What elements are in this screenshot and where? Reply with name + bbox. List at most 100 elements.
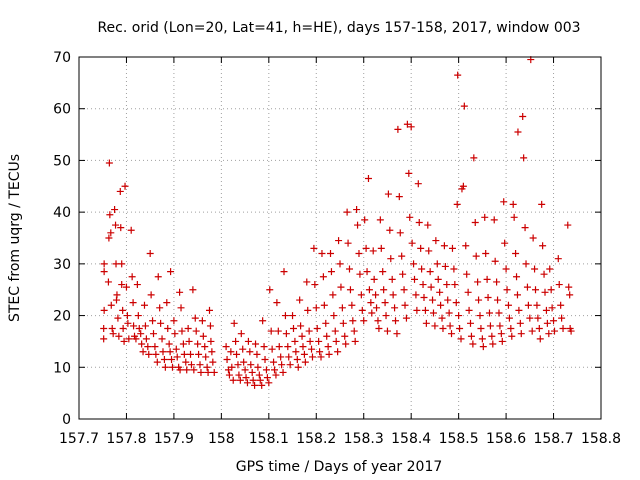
data-point — [233, 350, 241, 358]
data-point — [372, 291, 380, 299]
data-point — [286, 361, 294, 369]
data-point — [493, 278, 501, 286]
data-point — [524, 301, 532, 309]
data-point — [502, 265, 510, 273]
data-point — [538, 200, 546, 208]
data-point — [160, 356, 168, 364]
data-point — [545, 330, 553, 338]
data-point — [132, 335, 140, 343]
x-tick-label: 158.1 — [249, 431, 289, 447]
data-point — [489, 340, 497, 348]
data-point — [414, 180, 422, 188]
data-point — [337, 283, 345, 291]
data-point — [137, 330, 145, 338]
data-point — [227, 348, 235, 356]
data-point — [462, 242, 470, 250]
data-point — [246, 348, 254, 356]
data-point — [266, 286, 274, 294]
data-point — [357, 291, 365, 299]
data-point — [100, 268, 108, 276]
data-point — [179, 340, 187, 348]
data-point — [471, 218, 479, 226]
data-point — [150, 330, 158, 338]
data-point — [507, 325, 515, 332]
data-point — [210, 368, 218, 376]
data-point — [441, 262, 449, 270]
data-point — [389, 291, 397, 299]
data-point — [255, 371, 263, 379]
data-point — [332, 337, 340, 345]
data-point — [360, 317, 368, 325]
data-point — [151, 343, 159, 351]
data-point — [526, 314, 534, 322]
data-point — [413, 306, 421, 314]
data-point — [467, 332, 475, 340]
data-point — [271, 366, 279, 374]
data-point — [209, 358, 217, 366]
data-point — [265, 379, 273, 387]
data-point — [459, 182, 467, 190]
data-point — [230, 319, 238, 327]
data-point — [383, 327, 391, 335]
data-point — [425, 247, 433, 255]
data-point — [270, 358, 278, 366]
data-point — [154, 273, 162, 281]
data-point — [282, 330, 290, 338]
data-point — [294, 363, 302, 371]
data-point — [476, 312, 484, 320]
data-point — [408, 239, 416, 247]
data-point — [387, 255, 395, 263]
data-point — [532, 286, 540, 294]
data-point — [308, 345, 316, 353]
data-point — [415, 218, 423, 226]
data-point — [478, 335, 486, 343]
data-point — [368, 309, 376, 317]
data-point — [229, 376, 237, 384]
data-point — [503, 286, 511, 294]
data-point — [407, 123, 415, 131]
data-point — [548, 304, 556, 312]
data-point — [540, 270, 548, 278]
data-point — [144, 343, 152, 351]
data-point — [358, 306, 366, 314]
data-point — [410, 260, 418, 268]
data-point — [379, 268, 387, 276]
data-point — [486, 322, 494, 330]
data-point — [312, 304, 320, 312]
data-point — [248, 368, 256, 376]
data-point — [432, 237, 440, 245]
data-point — [491, 257, 499, 265]
data-point — [426, 268, 434, 276]
data-point — [308, 353, 316, 361]
data-point — [293, 356, 301, 364]
data-point — [135, 325, 143, 332]
data-point — [550, 327, 558, 335]
data-point — [509, 200, 517, 208]
x-tick-label: 157.8 — [106, 431, 146, 447]
y-tick-label: 20 — [53, 309, 71, 325]
y-tick-label: 40 — [53, 205, 71, 221]
data-point — [475, 296, 483, 304]
x-tick-label: 158.5 — [439, 431, 479, 447]
data-point — [521, 224, 529, 232]
data-point — [362, 244, 370, 252]
data-point — [519, 112, 527, 120]
data-point — [406, 213, 414, 221]
data-point — [159, 348, 167, 356]
data-point — [482, 250, 490, 258]
data-point — [363, 268, 371, 276]
data-point — [392, 317, 400, 325]
data-point — [513, 273, 521, 281]
y-tick-label: 10 — [53, 360, 71, 376]
data-point — [204, 368, 212, 376]
data-point — [354, 221, 362, 229]
data-point — [496, 322, 504, 330]
data-point — [535, 325, 543, 332]
data-point — [100, 325, 108, 332]
data-point — [448, 244, 456, 252]
data-point — [236, 376, 244, 384]
data-point — [348, 301, 356, 309]
chart-title: Rec. orid (Lon=20, Lat=41, h=HE), days 1… — [97, 20, 580, 36]
data-point — [183, 366, 191, 374]
data-point — [147, 291, 155, 299]
